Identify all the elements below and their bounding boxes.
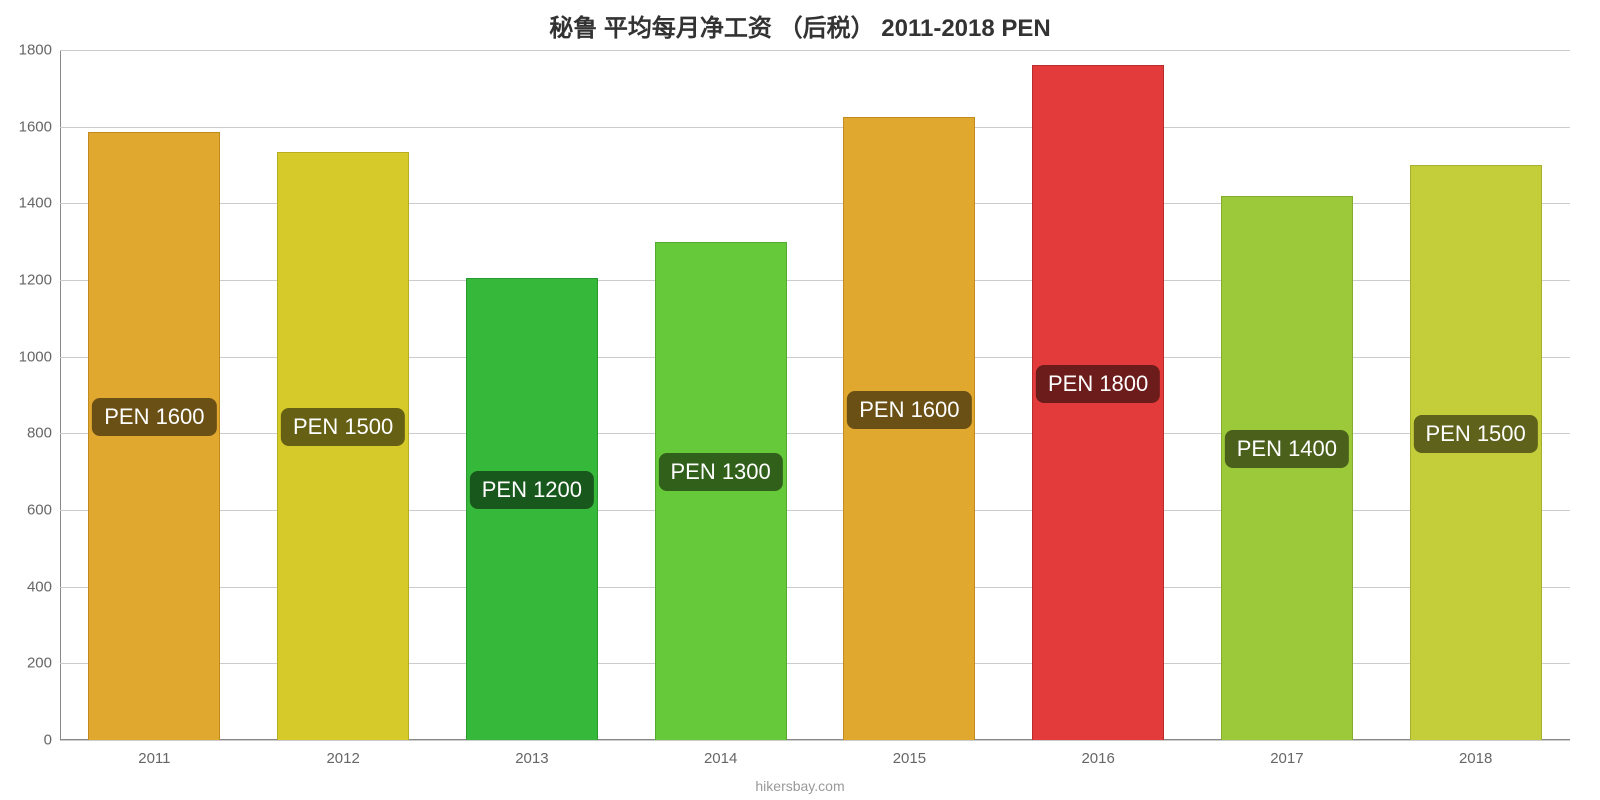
y-tick-label: 0 [44,732,60,749]
bar-slot: PEN 1400 [1221,50,1353,740]
bar [843,117,975,740]
x-tick-label: 2012 [326,740,359,767]
bar-slot: PEN 1800 [1032,50,1164,740]
gridline [60,740,1570,741]
y-tick-label: 800 [27,425,60,442]
y-tick-label: 1200 [19,272,60,289]
y-tick-label: 400 [27,578,60,595]
bar-value-badge: PEN 1300 [658,453,782,491]
x-tick-label: 2011 [138,740,170,767]
x-tick-label: 2014 [704,740,737,767]
bar [1410,165,1542,740]
bar-value-badge: PEN 1400 [1225,430,1349,468]
bar-slot: PEN 1500 [277,50,409,740]
y-tick-label: 1800 [19,42,60,59]
y-tick-label: 200 [27,655,60,672]
x-tick-label: 2017 [1270,740,1303,767]
bar-slot: PEN 1300 [655,50,787,740]
bar-value-badge: PEN 1200 [470,471,594,509]
credit-text: hikersbay.com [0,778,1600,794]
bar-slot: PEN 1500 [1410,50,1542,740]
bar-value-badge: PEN 1600 [847,391,971,429]
bars-group: PEN 1600 PEN 1500 PEN 1200 PEN 1300 PEN 1600… [60,50,1570,740]
x-tick-label: 2016 [1081,740,1114,767]
bar-value-badge: PEN 1800 [1036,365,1160,403]
x-tick-label: 2013 [515,740,548,767]
bar [1032,65,1164,740]
bar-slot: PEN 1600 [843,50,975,740]
y-tick-label: 1000 [19,348,60,365]
x-tick-label: 2015 [893,740,926,767]
bar-slot: PEN 1200 [466,50,598,740]
bar-slot: PEN 1600 [88,50,220,740]
bar [466,278,598,740]
y-tick-label: 600 [27,502,60,519]
chart-container: 秘鲁 平均每月净工资 （后税） 2011-2018 PEN 0200400600… [0,0,1600,800]
y-tick-label: 1400 [19,195,60,212]
bar [277,152,409,740]
chart-title: 秘鲁 平均每月净工资 （后税） 2011-2018 PEN [0,8,1600,43]
x-tick-label: 2018 [1459,740,1492,767]
bar-value-badge: PEN 1600 [92,398,216,436]
bar-value-badge: PEN 1500 [1413,415,1537,453]
bar-value-badge: PEN 1500 [281,408,405,446]
plot-area: 020040060080010001200140016001800 PEN 16… [60,50,1570,740]
y-tick-label: 1600 [19,118,60,135]
